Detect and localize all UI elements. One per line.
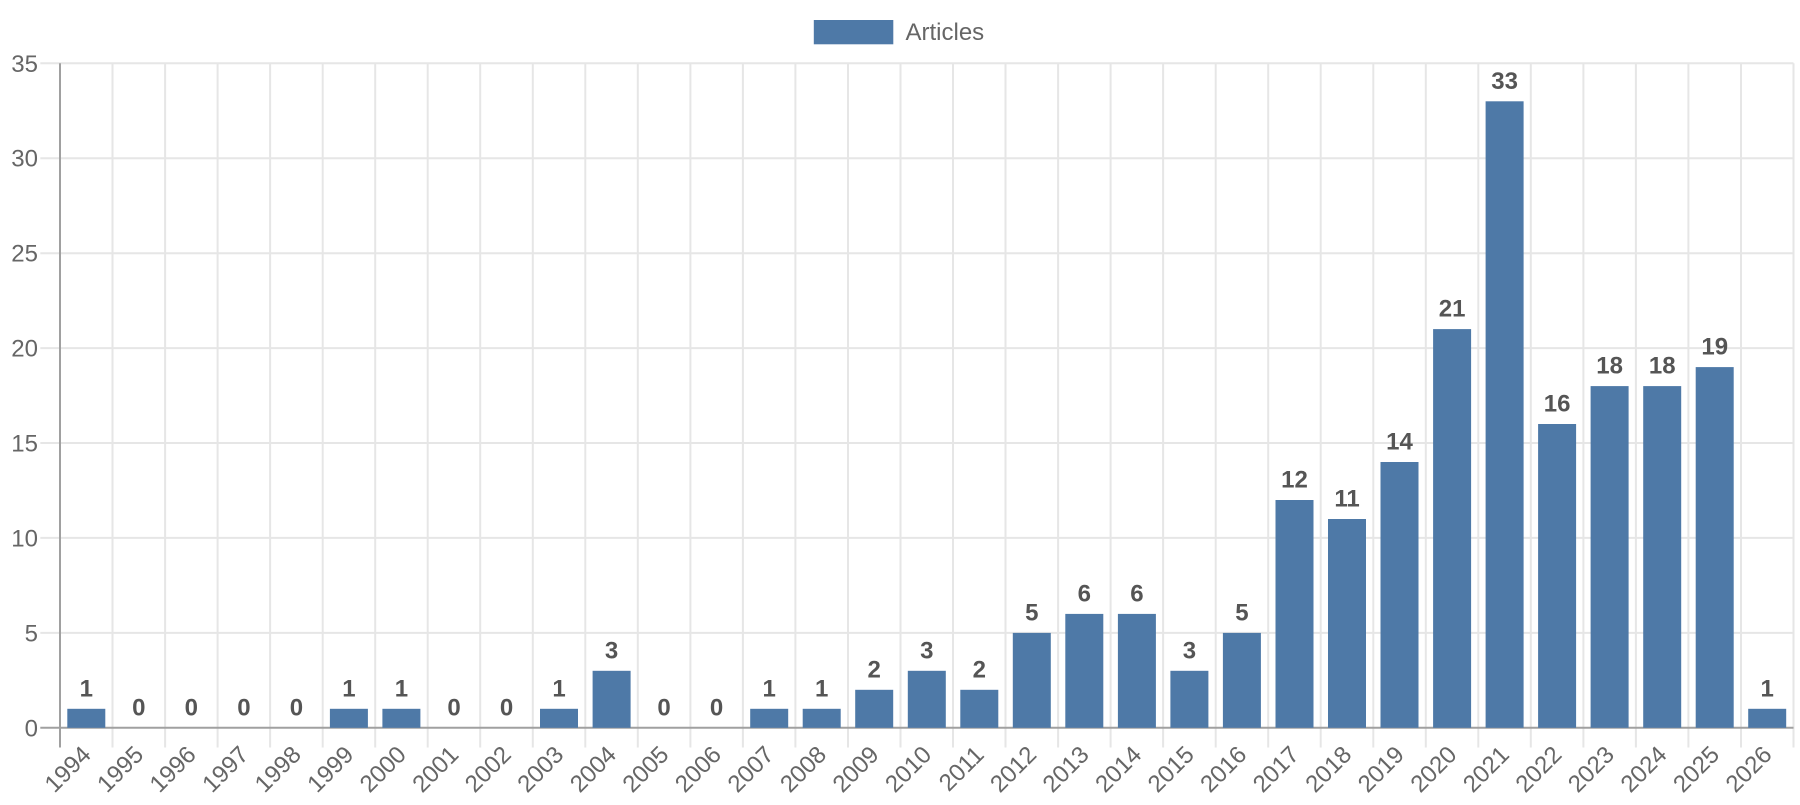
svg-text:2: 2 [973,656,986,683]
svg-text:0: 0 [657,694,670,721]
svg-text:1: 1 [342,675,355,702]
svg-text:16: 16 [1544,391,1571,418]
svg-text:1: 1 [1761,675,1774,702]
svg-text:14: 14 [1386,429,1413,456]
svg-text:11: 11 [1334,486,1359,513]
svg-text:0: 0 [290,694,303,721]
svg-text:1: 1 [763,675,776,702]
svg-text:10: 10 [11,525,38,552]
svg-text:19: 19 [1701,334,1728,361]
svg-text:0: 0 [132,694,145,721]
svg-text:6: 6 [1130,580,1143,607]
svg-text:0: 0 [25,715,38,742]
svg-text:1: 1 [80,675,93,702]
svg-text:1: 1 [815,675,828,702]
svg-text:0: 0 [185,694,198,721]
svg-text:2: 2 [868,656,881,683]
svg-text:5: 5 [1025,599,1038,626]
svg-text:15: 15 [11,431,38,458]
svg-text:0: 0 [710,694,723,721]
svg-text:1: 1 [552,675,565,702]
svg-text:25: 25 [11,241,38,268]
svg-text:18: 18 [1596,353,1623,380]
svg-text:18: 18 [1649,353,1676,380]
svg-text:3: 3 [920,637,933,664]
svg-text:3: 3 [605,637,618,664]
svg-text:3: 3 [1183,637,1196,664]
svg-text:0: 0 [447,694,460,721]
svg-text:33: 33 [1491,68,1518,95]
svg-text:0: 0 [500,694,513,721]
svg-text:20: 20 [11,336,38,363]
svg-text:30: 30 [11,146,38,173]
svg-text:21: 21 [1439,296,1466,323]
svg-text:6: 6 [1078,580,1091,607]
svg-text:35: 35 [11,51,38,78]
svg-text:Articles: Articles [906,19,985,46]
svg-text:0: 0 [237,694,250,721]
svg-text:1: 1 [395,675,408,702]
svg-text:12: 12 [1281,467,1308,494]
svg-text:5: 5 [1235,599,1248,626]
svg-text:5: 5 [25,620,38,647]
